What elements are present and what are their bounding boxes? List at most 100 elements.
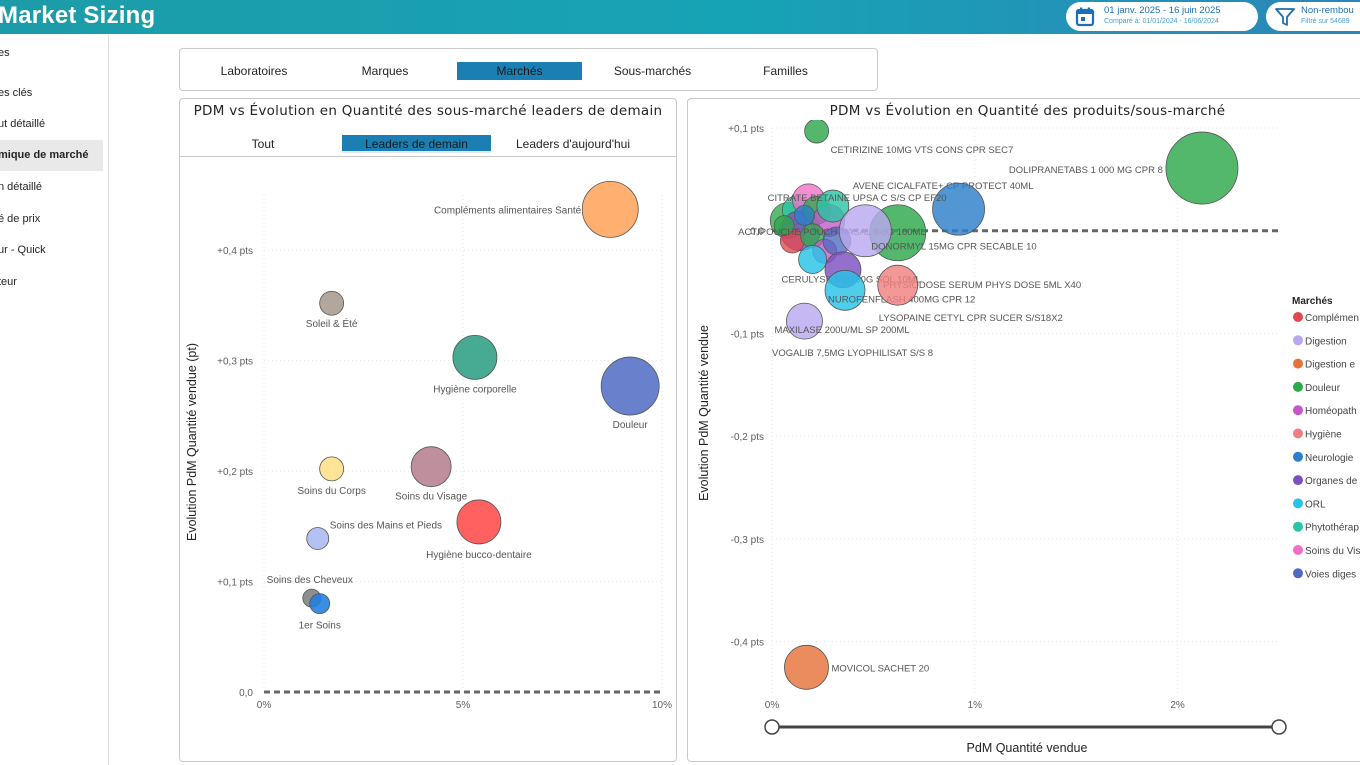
y-tick-label: +0,1 pts [217, 578, 253, 589]
legend-item-label: Phytothérap [1305, 523, 1359, 534]
funnel-icon [1274, 6, 1296, 33]
sidebar-item-7[interactable]: ur - Quick [0, 244, 46, 256]
filter-label: Non-rembou [1301, 5, 1354, 16]
y-tick-label: +0,2 pts [217, 467, 253, 478]
bubble-label: Compléments alimentaires Santé [434, 205, 582, 216]
product-filter[interactable]: Non-rembou Filtré sur 54689 [1266, 2, 1360, 31]
sidebar-item-4[interactable]: mique de marché [0, 140, 103, 171]
date-range-filter[interactable]: 01 janv. 2025 - 16 juin 2025 Comparé à: … [1066, 2, 1258, 31]
leader-subtabs: Tout Leaders de demain Leaders d'aujourd… [180, 135, 676, 157]
y-tick-label: -0,3 pts [731, 535, 764, 546]
legend-swatch [1293, 521, 1303, 532]
subtab-tout[interactable]: Tout [251, 137, 275, 151]
y-axis-label: Evolution PdM Quantité vendue (pt) [185, 343, 199, 541]
legend-swatch [1293, 428, 1303, 439]
bubble-label: Soleil & Été [306, 317, 358, 330]
x-range-slider-max-handle[interactable] [1271, 719, 1287, 735]
bubble-label: Soins des Mains et Pieds [330, 520, 442, 531]
bubble-point[interactable] [816, 189, 850, 223]
tab-marches[interactable]: Marchés [457, 62, 582, 80]
legend-swatch [1293, 312, 1303, 322]
bubble-label: DONORMYL 15MG CPR SECABLE 10 [871, 242, 1036, 253]
y-axis-label: Evolution PdM Quantité vendue [697, 325, 711, 501]
bubble-point[interactable] [877, 264, 919, 306]
bubble-point[interactable] [798, 245, 827, 274]
bubble-label: AVENE CICALFATE+ CP PROTECT 40ML [853, 181, 1034, 192]
legend-item-label: Hygiène [1305, 430, 1342, 441]
sidebar-item-6[interactable]: é de prix [0, 213, 41, 225]
left-chart-title: PDM vs Évolution en Quantité des sous-ma… [193, 103, 663, 119]
sidebar-item-2[interactable]: es clés [0, 87, 33, 99]
y-tick-label: +0,4 pts [217, 246, 253, 257]
legend-swatch [1293, 498, 1303, 509]
x-tick-label: 0% [765, 700, 780, 711]
legend-item-label: Douleur [1305, 383, 1341, 394]
bubble-point[interactable] [932, 182, 985, 236]
bubble-label: Soins du Corps [297, 486, 365, 497]
bubble-point[interactable] [773, 215, 795, 236]
tab-laboratoires[interactable]: Laboratoires [220, 64, 288, 78]
y-tick-label: -0,2 pts [731, 432, 764, 443]
bubble-label: Douleur [613, 420, 649, 431]
sidebar-nav: es es clés ut détaillé mique de marché n… [0, 34, 109, 765]
tab-familles[interactable]: Familles [763, 64, 808, 78]
bubble-point[interactable] [784, 644, 829, 690]
legend-item-label: Voies diges [1305, 569, 1356, 580]
bubble-point[interactable] [452, 334, 498, 380]
bubble-point[interactable] [306, 527, 330, 550]
bubble-label: Soins du Visage [395, 492, 468, 503]
legend-item-label: Homéopath [1305, 406, 1357, 417]
bubble-point[interactable] [319, 456, 345, 482]
bubble-point[interactable] [600, 356, 660, 416]
y-tick-label: -0,4 pts [731, 638, 764, 649]
compare-range-label: Comparé à: 01/01/2024 - 16/06/2024 [1104, 18, 1219, 25]
bubble-label: 1er Soins [299, 621, 341, 632]
filter-sub-label: Filtré sur 54689 [1301, 18, 1350, 25]
legend-item-label: Complémen [1305, 313, 1359, 324]
legend-item-label: ORL [1305, 499, 1326, 510]
tab-sous-marches[interactable]: Sous-marchés [613, 64, 692, 78]
sidebar-item-3[interactable]: ut détaillé [0, 118, 46, 130]
category-tabs: Laboratoires Marques Marchés Sous-marché… [179, 48, 878, 91]
bubble-point[interactable] [838, 204, 892, 258]
sidebar-item-1[interactable]: es [0, 47, 10, 59]
y-tick-label: -0,1 pts [731, 329, 764, 340]
bubble-point[interactable] [309, 593, 331, 615]
sidebar-item-5[interactable]: n détaillé [0, 181, 43, 193]
x-tick-label: 5% [456, 700, 471, 711]
legend-swatch [1293, 475, 1303, 486]
bubble-point[interactable] [581, 180, 639, 238]
legend-swatch [1293, 568, 1303, 579]
legend-swatch [1293, 335, 1303, 346]
legend-swatch [1293, 381, 1303, 392]
bubble-point[interactable] [1165, 131, 1239, 205]
legend-item-label: Neurologie [1305, 453, 1354, 464]
x-tick-label: 0% [257, 700, 272, 711]
app-header: Market Sizing 01 janv. 2025 - 16 juin 20… [0, 0, 1360, 34]
bubble-point[interactable] [804, 120, 830, 144]
legend-swatch [1293, 451, 1303, 462]
subtab-leaders-demain[interactable]: Leaders de demain [342, 135, 491, 153]
bubble-label: ACTIPOUCHE POUCH NASAL BUG 100ML [738, 227, 926, 238]
legend-item-label: Soins du Vis [1305, 546, 1360, 557]
bubble-point[interactable] [319, 290, 345, 316]
y-tick-label: 0,0 [239, 688, 253, 699]
bubble-point[interactable] [786, 302, 823, 340]
subtab-leaders-aujourdhui[interactable]: Leaders d'aujourd'hui [516, 137, 630, 151]
x-axis-label: PdM Quantité vendue [967, 741, 1088, 755]
tab-marques[interactable]: Marques [361, 64, 409, 78]
bubble-point[interactable] [824, 269, 866, 311]
bubble-point[interactable] [410, 446, 452, 488]
y-tick-label: 0,0 [750, 227, 764, 238]
legend-swatch [1293, 545, 1303, 555]
bubble-label: Soins des Cheveux [267, 575, 353, 586]
bubble-label: VOGALIB 7,5MG LYOPHILISAT S/S 8 [772, 348, 933, 359]
bubble-label: LYSOPAINE CETYL CPR SUCER S/S18X2 [879, 313, 1063, 324]
sidebar-item-8[interactable]: teur [0, 276, 17, 288]
bubble-point[interactable] [794, 204, 815, 226]
bubble-point[interactable] [456, 499, 502, 545]
legend-item-label: Organes de [1305, 476, 1358, 487]
x-range-slider-min-handle[interactable] [764, 719, 780, 735]
bubble-label: CITRATE BETAINE UPSA C S/S CP EF20 [768, 193, 947, 204]
right-chart-title: PDM vs Évolution en Quantité des produit… [829, 103, 1226, 119]
